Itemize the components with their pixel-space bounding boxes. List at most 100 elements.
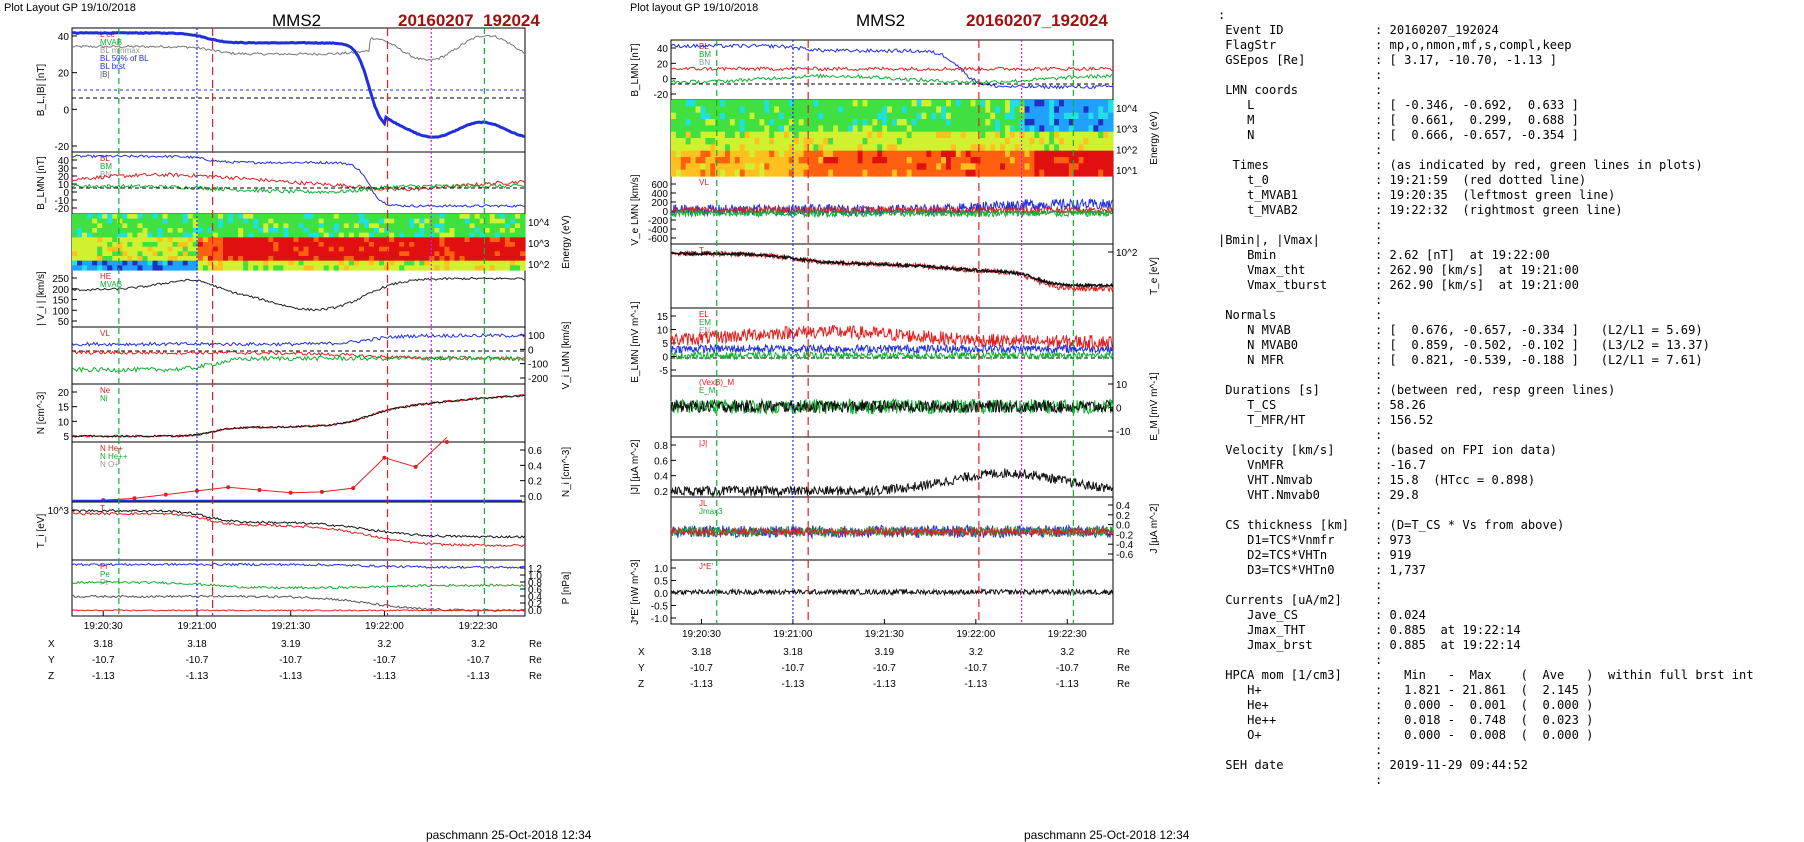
spectrogram-cell — [769, 131, 775, 139]
event-title: 20160207_192024 — [398, 11, 540, 30]
spectrogram-cell — [504, 242, 511, 248]
spectrogram-cell — [212, 232, 219, 238]
info-value: : 919 — [1375, 548, 1412, 562]
spectrogram-cell — [142, 260, 149, 266]
spectrogram-cell — [288, 256, 295, 262]
spectrogram-cell — [464, 223, 471, 229]
spectrogram-cell — [293, 228, 300, 234]
spectrogram-cell — [700, 150, 706, 158]
spectrogram-cell — [798, 163, 805, 171]
spectrogram-cell — [685, 157, 692, 164]
spectrogram-cell — [439, 260, 446, 266]
info-key: N — [1218, 128, 1255, 142]
spectrogram-cell — [734, 150, 741, 158]
series-Pb — [71, 580, 526, 590]
legend-entry: MVAB — [100, 280, 122, 289]
spectrogram-cell — [671, 100, 677, 107]
spectrogram-cell — [975, 106, 981, 114]
spectrogram-cell — [680, 150, 687, 158]
spectrogram-cell — [1103, 131, 1109, 139]
spectrogram-cell — [328, 246, 335, 252]
spectrogram-cell — [774, 163, 780, 171]
spectrogram-cell — [1024, 163, 1031, 171]
coord-value: -1.13 — [467, 671, 490, 682]
spectrogram-cell — [818, 157, 824, 164]
spectrogram-cell — [374, 237, 380, 243]
spectrogram-cell — [353, 214, 360, 220]
spectrogram-cell — [389, 228, 395, 234]
spectrogram-cell — [489, 237, 496, 243]
spectrogram-cell — [680, 125, 687, 133]
y-tick-label: 0.2 — [654, 487, 668, 498]
info-key: Normals — [1218, 308, 1277, 322]
spectrogram-cell — [449, 237, 456, 243]
y-axis-label: B_L,|B| [nT] — [36, 64, 47, 117]
spectrogram-cell — [207, 256, 214, 262]
spectrogram-cell — [82, 214, 88, 220]
spectrogram-cell — [419, 256, 425, 262]
panel-frame — [670, 559, 1114, 625]
spectrogram-cell — [705, 150, 711, 158]
coord-label: X — [638, 647, 645, 658]
spectrogram-cell — [399, 260, 405, 266]
spectrogram-cell — [464, 265, 471, 271]
spectrogram-cell — [941, 131, 947, 139]
spectrogram-cell — [182, 237, 189, 243]
spectrogram-cell — [729, 138, 736, 145]
spectrogram-cell — [1039, 163, 1045, 171]
y-tick-label: 30 — [58, 164, 70, 175]
info-key: t_MVAB2 — [1218, 203, 1299, 217]
spectrogram-cell — [112, 223, 118, 229]
spectrogram-cell — [896, 169, 903, 177]
info-row: T_CS: 58.26 — [1218, 398, 1798, 413]
spectrogram-cell — [514, 223, 521, 229]
spectrogram-cell — [142, 246, 149, 252]
spectrogram-cell — [142, 214, 149, 220]
spectrogram-cell — [744, 163, 751, 171]
spectrogram-cell — [318, 214, 325, 220]
spectrogram-cell — [1019, 100, 1026, 107]
spectrogram-cell — [803, 138, 810, 145]
spectrogram-cell — [931, 119, 937, 126]
spectrogram-cell — [793, 157, 800, 164]
spectrogram-cell — [1004, 100, 1011, 107]
spectrogram-cell — [409, 260, 415, 266]
spectrogram-cell — [374, 265, 380, 271]
spectrogram-cell — [896, 150, 903, 158]
spectrogram-cell — [167, 251, 174, 257]
spectrogram-cell — [519, 256, 526, 262]
spectrogram-cell — [162, 251, 169, 257]
spectrogram-cell — [1044, 150, 1050, 158]
spectrogram-cell — [931, 169, 937, 177]
spectrogram-cell — [263, 214, 269, 220]
spectrogram-cell — [892, 144, 898, 152]
spectrogram-cell — [1000, 163, 1006, 171]
info-row: He+: 0.000 - 0.001 ( 0.000 ) — [1218, 698, 1798, 713]
spectrogram-cell — [374, 242, 380, 248]
y-tick-label: -400 — [648, 225, 668, 236]
spectrogram-cell — [896, 125, 903, 133]
info-key: T_MFR/HT — [1218, 413, 1306, 427]
spectrogram-cell — [147, 242, 154, 248]
spectrogram-cell — [238, 242, 244, 248]
spectrogram-cell — [725, 125, 731, 133]
spectrogram-cell — [414, 246, 420, 252]
spectrogram-cell — [1063, 157, 1070, 164]
spectrogram-cell — [283, 228, 290, 234]
spectrogram-cell — [1049, 119, 1055, 126]
spectrogram-cell — [675, 163, 682, 171]
spectrogram-cell — [132, 214, 139, 220]
spectrogram-cell — [916, 157, 923, 164]
spectrogram-cell — [283, 251, 290, 257]
spectrogram-cell — [454, 265, 461, 271]
legend-entry: N He++ — [100, 452, 128, 461]
spectrogram-cell — [454, 251, 461, 257]
spectrogram-cell — [1108, 150, 1114, 158]
y-tick-label-right: 0.0 — [528, 606, 542, 617]
spectrogram-cell — [182, 232, 189, 238]
spectrogram-cell — [358, 232, 365, 238]
info-key: N MVAB0 — [1218, 338, 1299, 352]
spectrogram-cell — [823, 106, 829, 114]
info-key: Jmax_brst — [1218, 638, 1313, 652]
spectrogram-cell — [941, 163, 947, 171]
